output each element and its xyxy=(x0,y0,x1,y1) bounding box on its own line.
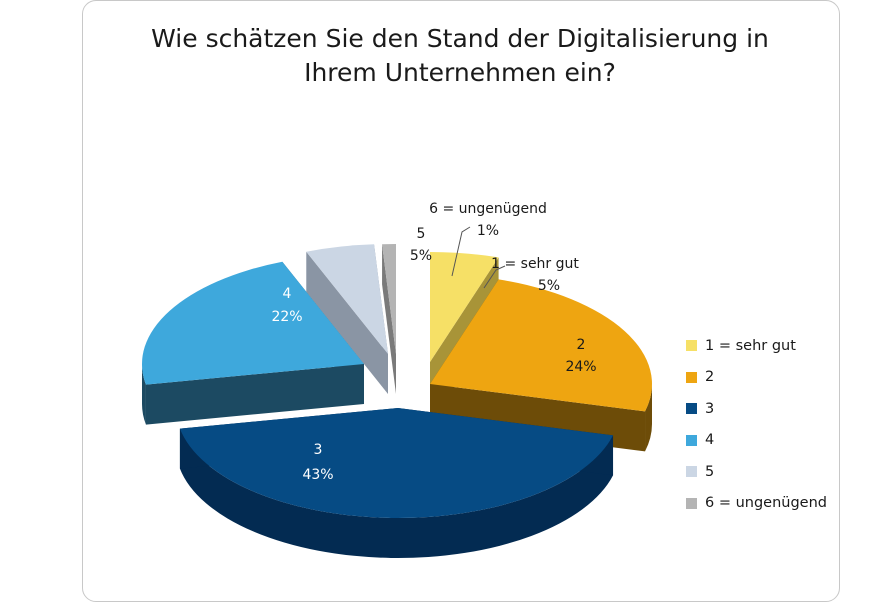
slice-3 xyxy=(179,408,614,518)
slice-label-4: 4 xyxy=(283,286,292,302)
slice-4 xyxy=(141,261,364,385)
slice-label-1: 1 = sehr gut xyxy=(491,256,579,272)
legend-item-4: 4 xyxy=(686,425,827,457)
legend-item-5: 5 xyxy=(686,456,827,488)
legend-item-2: 2 xyxy=(686,362,827,394)
pie-chart: 1 = sehr gut 5% 2 24% 3 43% 4 22% 5 5% 6 = ungenüg… xyxy=(141,201,652,558)
slice-value-2: 24% xyxy=(565,359,596,375)
legend-swatch-4 xyxy=(686,434,697,446)
legend-swatch-2 xyxy=(686,371,697,383)
slice-wall-3 xyxy=(179,428,614,558)
chart-legend: 1 = sehr gut 2 3 4 5 6 = ungenügend xyxy=(686,330,827,519)
slice-face-5-0 xyxy=(306,251,388,394)
legend-swatch-1 xyxy=(686,340,697,352)
slice-1 xyxy=(430,252,499,362)
slice-value-1: 5% xyxy=(538,278,560,294)
slice-label-5: 5 xyxy=(417,226,426,242)
slice-wall-2 xyxy=(645,384,652,452)
legend-label-2: 2 xyxy=(705,369,715,386)
slice-value-6: 1% xyxy=(477,223,499,239)
slice-face-6-0 xyxy=(382,244,396,394)
pie-tops xyxy=(141,244,652,518)
legend-swatch-5 xyxy=(686,466,697,478)
legend-swatch-3 xyxy=(686,403,697,415)
legend-swatch-6 xyxy=(686,497,697,509)
legend-label-5: 5 xyxy=(705,463,715,480)
chart-title: Wie schätzen Sie den Stand der Digitalis… xyxy=(82,22,838,90)
slice-2 xyxy=(430,279,652,412)
legend-item-1: 1 = sehr gut xyxy=(686,330,827,362)
legend-label-6: 6 = ungenügend xyxy=(705,495,827,512)
slice-value-4: 22% xyxy=(271,309,302,325)
legend-item-3: 3 xyxy=(686,393,827,425)
legend-label-3: 3 xyxy=(705,400,715,417)
slice-6 xyxy=(382,244,396,354)
slice-value-5: 5% xyxy=(410,248,432,264)
chart-title-line-1: Wie schätzen Sie den Stand der Digitalis… xyxy=(151,24,769,53)
slice-face-4-0 xyxy=(145,364,364,425)
legend-label-1: 1 = sehr gut xyxy=(705,337,796,354)
legend-item-6: 6 = ungenügend xyxy=(686,488,827,520)
slice-value-3: 43% xyxy=(302,467,333,483)
leader-line-6 xyxy=(451,226,471,277)
legend-label-4: 4 xyxy=(705,432,715,449)
leader-line-1 xyxy=(483,265,506,289)
slice-wall-4 xyxy=(142,364,146,425)
slice-5 xyxy=(306,244,388,354)
slice-label-3: 3 xyxy=(314,442,323,458)
slice-label-2: 2 xyxy=(577,337,586,353)
chart-title-line-2: Ihrem Unternehmen ein? xyxy=(304,58,616,87)
slice-labels: 1 = sehr gut 5% 2 24% 3 43% 4 22% 5 5% 6 = ungenüg… xyxy=(271,201,596,483)
slice-label-6: 6 = ungenügend xyxy=(429,201,547,217)
